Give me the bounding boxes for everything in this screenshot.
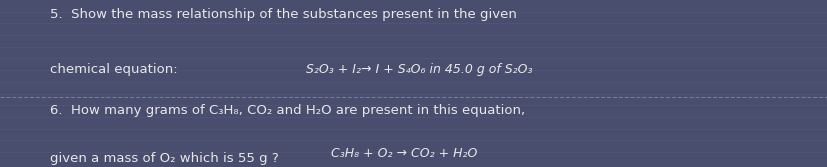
Text: 6.  How many grams of C₃H₈, CO₂ and H₂O are present in this equation,: 6. How many grams of C₃H₈, CO₂ and H₂O a… xyxy=(50,104,524,117)
Text: C₃H₈ + O₂ → CO₂ + H₂O: C₃H₈ + O₂ → CO₂ + H₂O xyxy=(331,147,477,160)
Text: chemical equation:: chemical equation: xyxy=(50,63,177,76)
Text: given a mass of O₂ which is 55 g ?: given a mass of O₂ which is 55 g ? xyxy=(50,152,278,165)
Text: S₂O₃ + I₂→ I + S₄O₆ in 45.0 g of S₂O₃: S₂O₃ + I₂→ I + S₄O₆ in 45.0 g of S₂O₃ xyxy=(306,63,533,76)
Text: 5.  Show the mass relationship of the substances present in the given: 5. Show the mass relationship of the sub… xyxy=(50,8,516,21)
